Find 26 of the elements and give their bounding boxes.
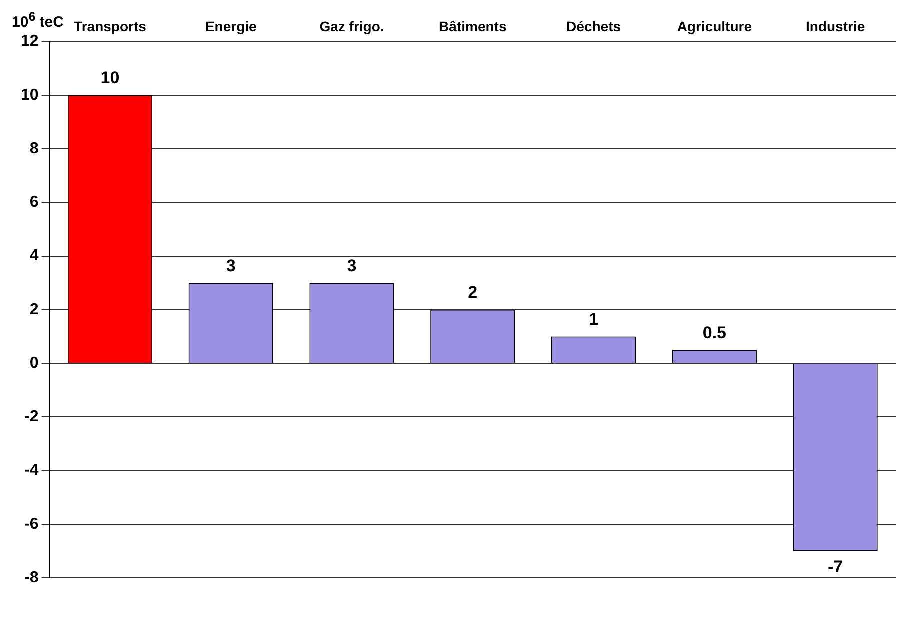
data-label: 0.5 xyxy=(702,323,726,342)
data-label: 10 xyxy=(100,68,120,88)
x-tick-label: Gaz frigo. xyxy=(320,18,384,34)
data-label: 2 xyxy=(468,283,478,302)
y-tick-label: 2 xyxy=(30,301,39,318)
x-tick-label: Agriculture xyxy=(677,18,752,34)
y-tick-label: 0 xyxy=(30,354,39,372)
y-tick-label: 6 xyxy=(30,194,39,212)
x-tick-label: Energie xyxy=(205,18,258,34)
x-tick-label: Transports xyxy=(74,18,147,34)
y-tick-label: -4 xyxy=(24,462,39,480)
y-axis-title: 10$^{6}$ teC xyxy=(12,10,64,31)
data-label: 3 xyxy=(226,256,236,276)
y-tick-label: 10 xyxy=(21,86,39,104)
y-tick-label: -6 xyxy=(24,516,39,533)
y-tick-label: 8 xyxy=(30,140,39,158)
data-label: 3 xyxy=(347,256,357,276)
y-tick-label: -2 xyxy=(24,408,39,426)
y-tick-label: -8 xyxy=(24,569,39,586)
data-label: -7 xyxy=(828,557,844,576)
x-tick-label: Industrie xyxy=(806,18,866,34)
x-tick-label: Déchets xyxy=(566,18,622,34)
y-tick-label: 4 xyxy=(30,248,39,265)
x-tick-label: Bâtiments xyxy=(439,18,507,34)
y-tick-label: 12 xyxy=(21,33,39,50)
data-label: 1 xyxy=(589,310,599,329)
